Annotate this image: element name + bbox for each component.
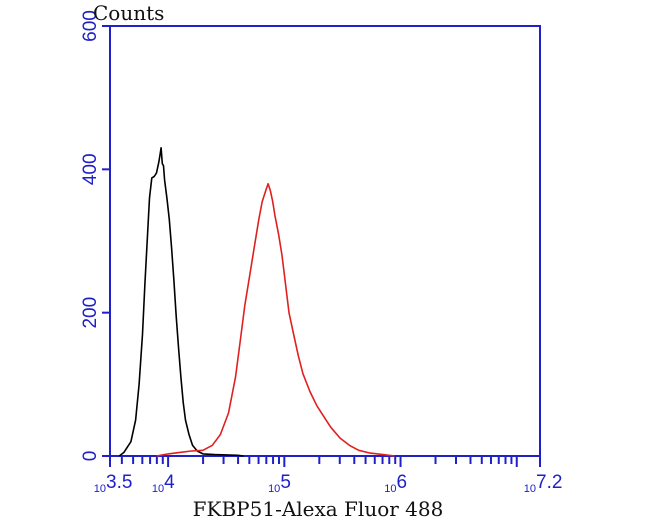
x-tick-label-base: 10 [268,483,280,495]
y-axis-title: Counts [93,1,164,25]
y-tick-label: 600 [80,10,101,42]
x-tick-label-power: 5 [280,472,291,493]
series-layer [118,147,395,457]
x-axis: 10 3.5 10 4 10 5 10 6 10 7.2 [94,456,562,495]
x-tick-label-power: 7.2 [536,472,562,493]
y-tick-label: 400 [80,153,101,185]
x-tick-label-base: 10 [384,483,396,495]
plot-frame [109,25,541,457]
x-axis-title: FKBP51-Alexa Fluor 488 [193,497,444,520]
y-tick-label: 0 [80,451,101,462]
x-tick-label-power: 4 [164,472,175,493]
plot-area [109,25,541,457]
control-histogram-line [118,147,244,457]
x-tick-label-power: 3.5 [106,472,132,493]
x-tick-label-power: 6 [397,472,408,493]
y-axis: 0 200 400 600 [80,10,110,461]
x-tick-label-base: 10 [152,483,164,495]
y-tick-label: 200 [80,297,101,329]
x-tick-label-base: 10 [94,483,106,495]
x-tick-label-base: 10 [524,483,536,495]
fkbp51-histogram-line [156,182,395,457]
